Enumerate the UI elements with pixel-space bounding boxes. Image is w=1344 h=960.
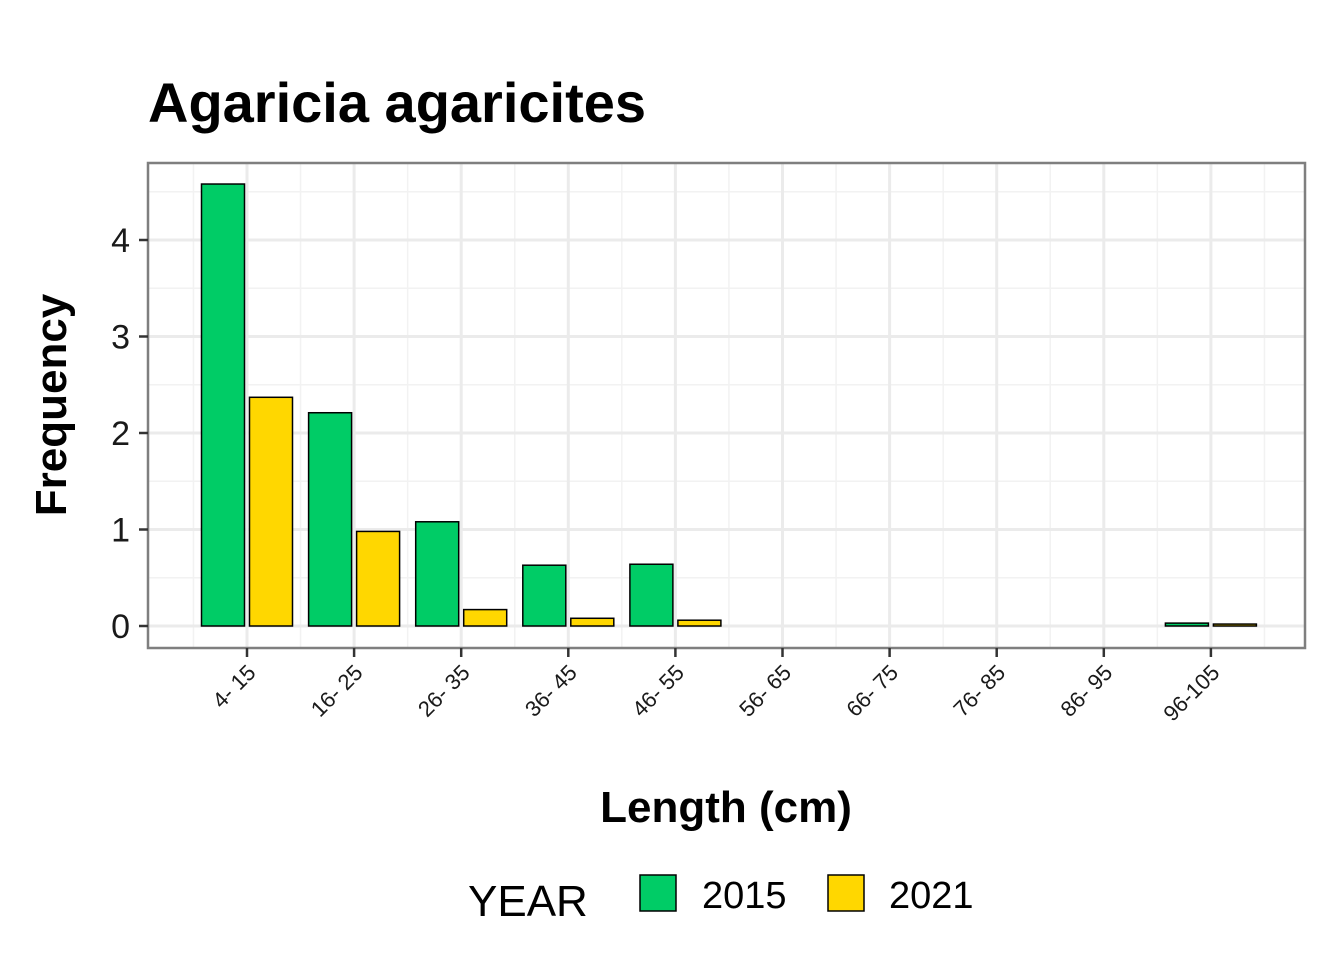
x-tick-label: 56- 65 bbox=[734, 660, 796, 722]
bar-2021-4 bbox=[677, 619, 722, 627]
legend-key-2021 bbox=[827, 874, 865, 912]
x-tick-label: 16- 25 bbox=[306, 660, 368, 722]
bar-2015-9 bbox=[1164, 622, 1210, 627]
legend-title: YEAR bbox=[468, 877, 588, 926]
bar-2021-0 bbox=[248, 396, 294, 627]
bar-2015-3 bbox=[522, 564, 567, 627]
bar-2021-2 bbox=[462, 608, 508, 627]
legend-key-2015 bbox=[639, 874, 677, 912]
y-axis: 0 1 2 3 4 bbox=[111, 222, 148, 646]
x-tick-label: 46- 55 bbox=[627, 660, 689, 722]
y-axis-title: Frequency bbox=[27, 293, 76, 516]
legend: YEAR 2015 2021 bbox=[468, 874, 974, 926]
y-tick-label: 1 bbox=[111, 512, 130, 550]
y-tick-label: 0 bbox=[111, 608, 130, 646]
x-tick-label: 76- 85 bbox=[948, 660, 1010, 722]
x-tick-label: 96-105 bbox=[1158, 660, 1224, 726]
legend-label-2021: 2021 bbox=[889, 875, 974, 917]
bar-2015-0 bbox=[200, 183, 246, 627]
y-tick-label: 3 bbox=[111, 319, 130, 357]
bar-2021-3 bbox=[570, 617, 615, 627]
grid bbox=[148, 163, 1305, 648]
bar-2021-1 bbox=[355, 530, 401, 627]
bar-2015-4 bbox=[629, 563, 674, 627]
x-axis: 4- 15 16- 25 26- 35 36- 45 46- 55 56- 65 66- 7… bbox=[207, 648, 1224, 726]
y-tick-label: 4 bbox=[111, 222, 130, 260]
bar-2015-2 bbox=[414, 521, 460, 627]
x-tick-label: 26- 35 bbox=[413, 660, 475, 722]
x-tick-label: 36- 45 bbox=[520, 660, 582, 722]
legend-label-2015: 2015 bbox=[702, 875, 787, 917]
x-tick-label: 4- 15 bbox=[207, 660, 260, 713]
plot-panel-border bbox=[146, 161, 1307, 650]
bars bbox=[200, 183, 1258, 627]
x-axis-title: Length (cm) bbox=[600, 783, 852, 832]
chart-title: Agaricia agaricites bbox=[148, 71, 646, 134]
bar-2021-9 bbox=[1212, 623, 1258, 627]
y-tick-label: 2 bbox=[111, 415, 130, 453]
x-tick-label: 86- 95 bbox=[1056, 660, 1118, 722]
bar-2015-1 bbox=[307, 411, 353, 627]
x-tick-label: 66- 75 bbox=[841, 660, 903, 722]
